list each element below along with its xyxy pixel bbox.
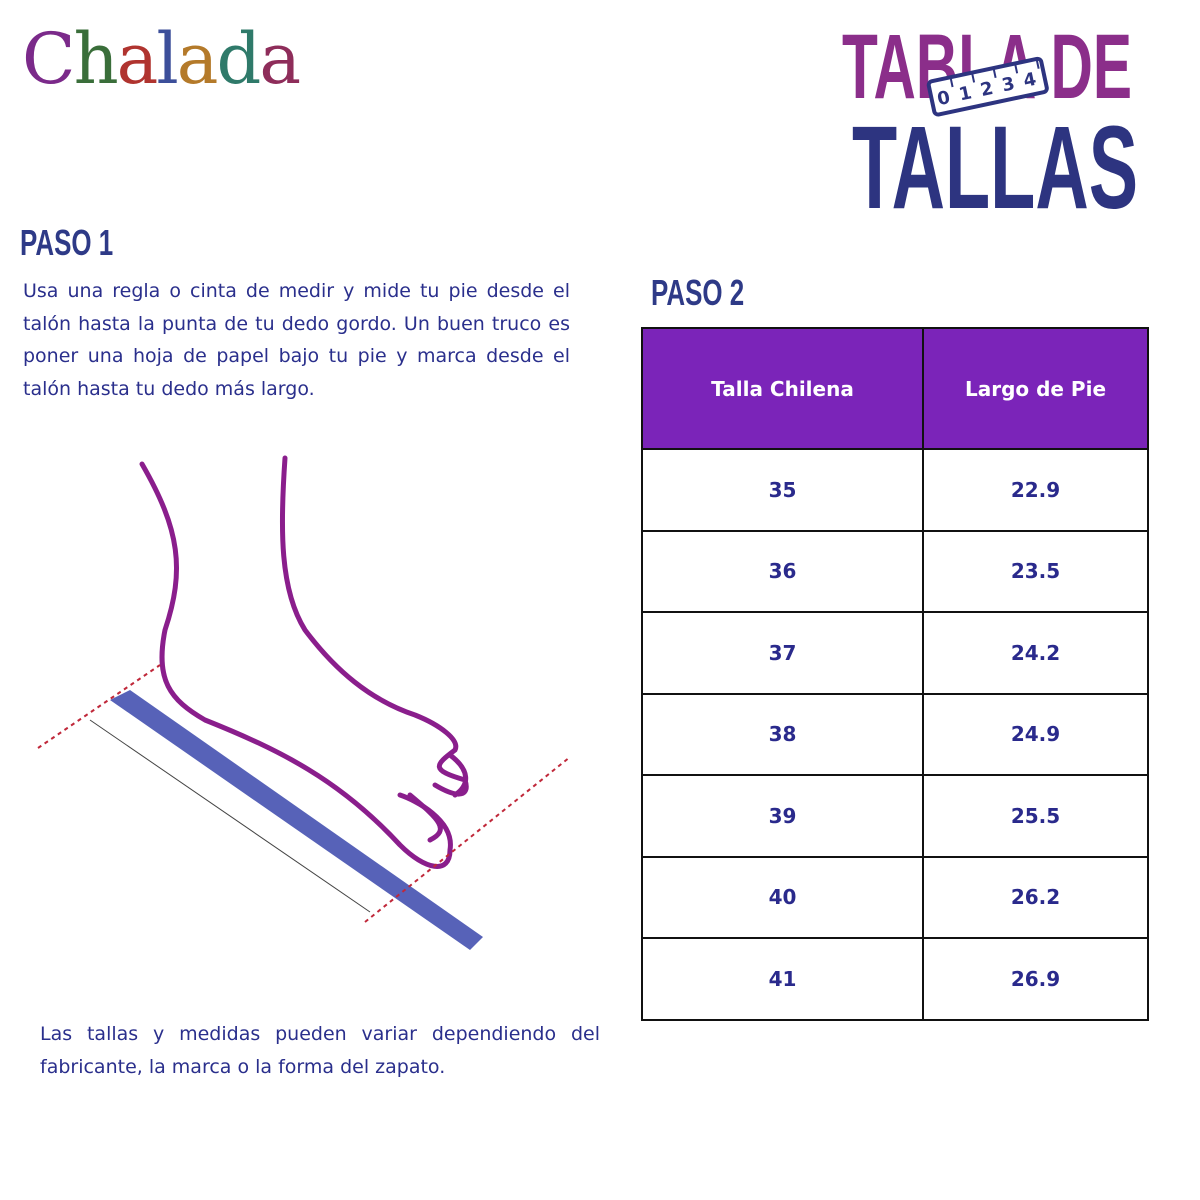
logo-letter: a (259, 18, 301, 100)
size-cell: 40 (641, 855, 924, 939)
length-cell: 26.2 (922, 855, 1149, 939)
size-cell: 36 (641, 529, 924, 613)
size-cell: 37 (641, 611, 924, 695)
column-header: Talla Chilena (641, 327, 924, 450)
table-row: 35 22.9 (641, 448, 1149, 532)
logo-letter: l (156, 18, 178, 100)
length-cell: 25.5 (922, 774, 1149, 858)
step1-text: Usa una regla o cinta de medir y mide tu… (23, 280, 570, 400)
logo-letter: d (216, 18, 262, 100)
table-header: Talla Chilena Largo de Pie (641, 327, 1149, 450)
brand-logo: Chalada (22, 18, 301, 100)
size-cell: 35 (641, 448, 924, 532)
size-cell: 38 (641, 692, 924, 776)
length-cell: 22.9 (922, 448, 1149, 532)
column-header: Largo de Pie (922, 327, 1149, 450)
logo-letter: h (73, 18, 119, 100)
ruler-tick (971, 72, 976, 83)
length-cell: 23.5 (922, 529, 1149, 613)
size-table: Talla Chilena Largo de Pie 35 22.9 36 23.5 37… (641, 327, 1149, 1021)
logo-letter: C (22, 18, 76, 100)
ruler-tick (1014, 63, 1019, 74)
table-row: 39 25.5 (641, 774, 1149, 858)
ruler-digit: 0 (935, 87, 952, 110)
table-row: 41 26.9 (641, 937, 1149, 1021)
ruler-digit: 2 (979, 78, 996, 101)
table-row: 37 24.2 (641, 611, 1149, 695)
ruler-digit: 1 (957, 82, 974, 105)
length-cell: 26.9 (922, 937, 1149, 1021)
ruler-tick (992, 67, 997, 79)
length-cell: 24.9 (922, 692, 1149, 776)
ruler-digit: 3 (1000, 73, 1017, 96)
length-cell: 24.2 (922, 611, 1149, 695)
step2-heading: PASO 2 (651, 272, 745, 313)
title-line2: TALLAS (852, 102, 1138, 220)
logo-letter: a (116, 18, 159, 100)
ruler-digit: 4 (1022, 69, 1039, 92)
size-cell: 39 (641, 774, 924, 858)
table-row: 40 26.2 (641, 855, 1149, 939)
size-cell: 41 (641, 937, 924, 1021)
logo-letter: a (176, 18, 219, 100)
step1-heading: PASO 1 (20, 222, 114, 263)
step1-note: Las tallas y medidas pueden variar depen… (40, 1023, 600, 1078)
ruler-tick (1035, 58, 1040, 69)
table-row: 36 23.5 (641, 529, 1149, 613)
table-row: 38 24.9 (641, 692, 1149, 776)
foot-illustration (37, 455, 571, 950)
ruler-tick (949, 77, 954, 88)
